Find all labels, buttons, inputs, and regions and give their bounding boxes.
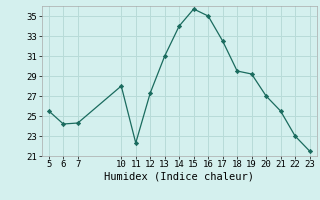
- X-axis label: Humidex (Indice chaleur): Humidex (Indice chaleur): [104, 172, 254, 182]
